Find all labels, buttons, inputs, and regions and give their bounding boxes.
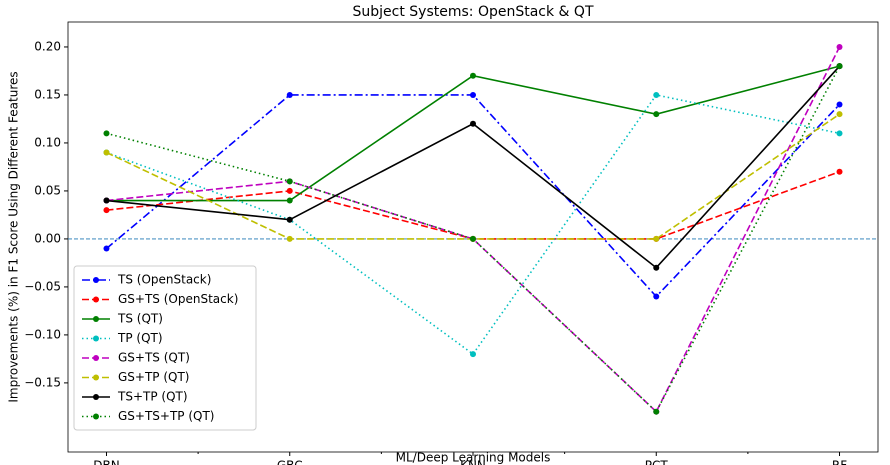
y-tick-label: 0.20 — [34, 39, 61, 53]
data-point — [286, 178, 293, 185]
legend-marker — [93, 316, 99, 322]
data-point — [470, 72, 476, 79]
legend-marker — [93, 335, 99, 342]
series-line — [106, 94, 840, 356]
data-point — [653, 111, 660, 118]
data-point — [103, 197, 110, 204]
x-tick-label: DBN — [93, 459, 119, 465]
x-tick-label: RF — [832, 459, 847, 465]
legend-label: TS (OpenStack) — [117, 273, 211, 287]
y-tick-label: −0.10 — [24, 327, 61, 341]
data-point — [286, 216, 293, 223]
chart-title: Subject Systems: OpenStack & QT — [353, 4, 594, 20]
legend-marker — [93, 374, 99, 381]
data-point — [103, 149, 110, 156]
series-line — [106, 170, 840, 240]
data-point — [103, 245, 110, 252]
legend-label: TP (QT) — [117, 331, 163, 345]
data-point — [470, 235, 476, 242]
legend-marker — [93, 277, 99, 283]
x-axis-label: ML/Deep Learning Models — [396, 451, 551, 465]
data-point — [653, 91, 660, 98]
data-point — [470, 351, 476, 358]
data-point — [836, 111, 843, 118]
series-line — [106, 65, 841, 413]
series-line — [106, 65, 840, 202]
legend-label: GS+TS+TP (QT) — [118, 409, 215, 423]
data-point — [836, 168, 843, 175]
legend-marker — [93, 394, 99, 400]
data-point — [286, 197, 293, 204]
legend-marker — [93, 296, 99, 303]
data-point — [653, 293, 660, 300]
data-point — [836, 63, 843, 70]
legend-label: GS+TP (QT) — [118, 370, 190, 384]
legend-marker — [93, 413, 99, 420]
legend-label: GS+TS (OpenStack) — [118, 292, 238, 306]
data-point — [103, 130, 110, 137]
data-point — [470, 120, 476, 127]
data-point — [103, 207, 110, 214]
data-point — [836, 101, 843, 108]
x-tick-label: PCT — [645, 459, 669, 465]
data-point — [836, 130, 843, 137]
data-point — [286, 235, 293, 242]
data-point — [653, 408, 660, 415]
y-tick-label: 0.10 — [34, 135, 61, 149]
x-tick-label: GBC — [277, 459, 303, 465]
legend-label: TS+TP (QT) — [117, 390, 188, 404]
y-tick-label: −0.15 — [24, 375, 61, 389]
y-tick-label: 0.15 — [34, 87, 61, 101]
data-point — [286, 187, 293, 194]
legend-box — [73, 265, 257, 431]
y-tick-label: 0.05 — [34, 183, 61, 197]
legend-label: GS+TS (QT) — [118, 351, 190, 365]
x-tick-label: KNN — [460, 459, 486, 465]
legend-marker — [93, 355, 99, 361]
y-tick-label: −0.05 — [24, 279, 61, 293]
data-point — [470, 91, 476, 98]
y-axis-label: Improvements (%) in F1 Score Using Diffe… — [7, 71, 21, 402]
data-point — [286, 91, 293, 98]
data-point — [836, 43, 843, 50]
data-point — [653, 264, 660, 271]
y-tick-label: 0.00 — [34, 231, 61, 245]
legend-label: TS (QT) — [117, 312, 163, 326]
data-point — [653, 235, 660, 242]
